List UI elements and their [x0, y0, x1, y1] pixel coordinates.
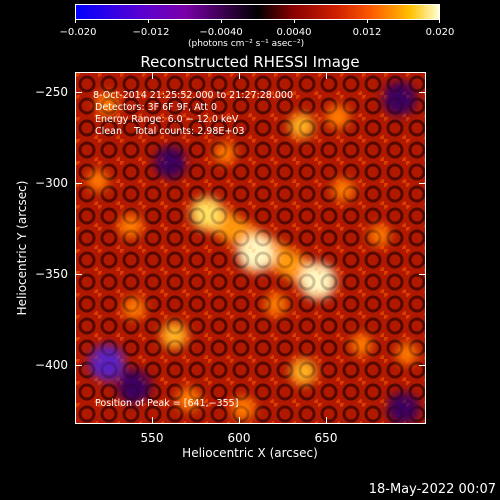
- colorbar-tick-mark: [294, 19, 295, 23]
- colorbar-tick-label: 0.0040: [276, 27, 312, 38]
- colorbar-tick-label: 0.012: [352, 27, 382, 38]
- colorbar: [75, 4, 440, 20]
- y-tick-mark: [419, 274, 426, 275]
- y-tick-label: −250: [35, 85, 68, 99]
- y-tick-mark: [75, 92, 82, 93]
- x-tick-label: 550: [140, 431, 164, 445]
- peak-position-text: Position of Peak = [641,−355]: [95, 398, 239, 409]
- colorbar-units: (photons cm⁻² s⁻¹ asec⁻²): [188, 39, 305, 49]
- colorbar-tick-label: −0.0040: [199, 27, 243, 38]
- x-tick-mark: [239, 72, 240, 79]
- plot-title: Reconstructed RHESSI Image: [140, 53, 360, 71]
- x-tick-mark: [152, 72, 153, 79]
- x-tick-label: 650: [314, 431, 338, 445]
- x-tick-mark: [326, 72, 327, 79]
- y-tick-mark: [419, 183, 426, 184]
- x-tick-mark: [239, 417, 240, 424]
- heatmap-image: [76, 73, 425, 423]
- y-tick-mark: [75, 365, 82, 366]
- colorbar-tick-mark: [148, 19, 149, 23]
- clean-counts-text: Clean Total counts: 2.98E+03: [95, 126, 245, 137]
- x-tick-mark: [326, 417, 327, 424]
- colorbar-tick-mark: [221, 19, 222, 23]
- time-range-text: 8-Oct-2014 21:25:52.000 to 21:27:28.000: [93, 90, 294, 101]
- colorbar-tick-label: 0.020: [425, 27, 455, 38]
- detectors-text: Detectors: 3F 6F 9F, Att 0: [95, 102, 218, 113]
- x-tick-mark: [152, 417, 153, 424]
- y-tick-label: −400: [35, 358, 68, 372]
- colorbar-tick-mark: [367, 19, 368, 23]
- x-axis-label: Heliocentric X (arcsec): [182, 446, 318, 460]
- colorbar-tick-mark: [439, 19, 440, 23]
- heatmap-texture-overlay: [76, 73, 425, 423]
- plot-area: 8-Oct-2014 21:25:52.000 to 21:27:28.000 …: [75, 72, 426, 424]
- y-tick-mark: [75, 274, 82, 275]
- colorbar-tick-label: −0.012: [132, 27, 170, 38]
- y-tick-mark: [419, 365, 426, 366]
- y-axis-label: Heliocentric Y (arcsec): [15, 180, 29, 316]
- x-tick-label: 600: [227, 431, 251, 445]
- y-tick-mark: [75, 183, 82, 184]
- colorbar-tick-mark: [75, 19, 76, 23]
- energy-range-text: Energy Range: 6.0 − 12.0 keV: [95, 114, 239, 125]
- y-tick-label: −300: [35, 176, 68, 190]
- y-tick-mark: [419, 92, 426, 93]
- y-tick-label: −350: [35, 267, 68, 281]
- datestamp: 18-May-2022 00:07: [368, 482, 496, 497]
- colorbar-tick-label: −0.020: [59, 27, 97, 38]
